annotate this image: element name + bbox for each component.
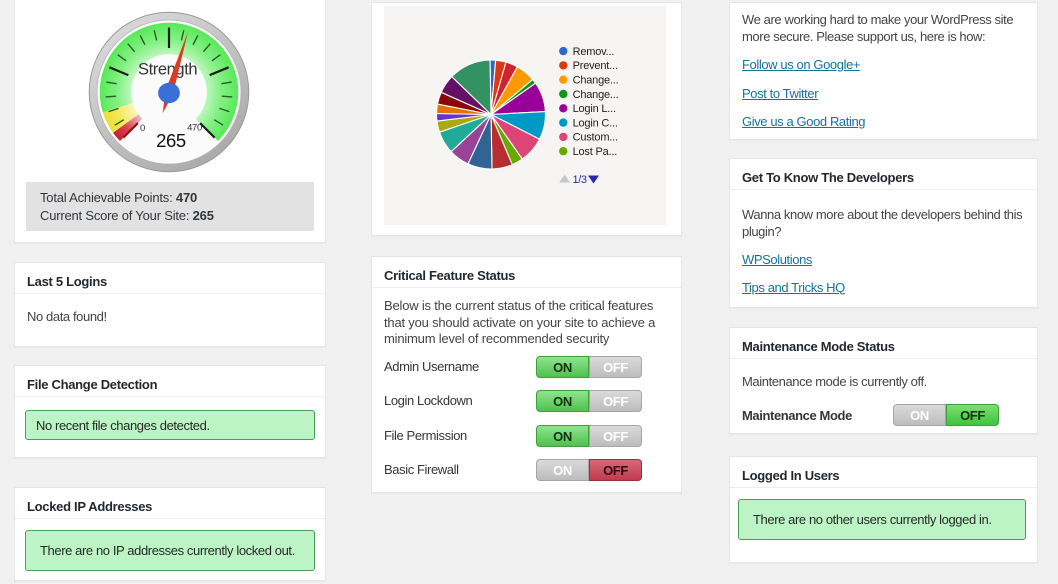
svg-text:0: 0 [140, 123, 145, 134]
svg-text:Login C...: Login C... [573, 117, 618, 129]
svg-text:470: 470 [187, 123, 202, 134]
svg-text:Lost Pa...: Lost Pa... [573, 146, 618, 158]
svg-text:1/3: 1/3 [573, 174, 587, 186]
svg-text:Change...: Change... [573, 89, 619, 101]
svg-text:265: 265 [156, 130, 186, 151]
svg-text:Login L...: Login L... [573, 103, 616, 115]
svg-text:Prevent...: Prevent... [573, 60, 618, 72]
svg-text:Custom...: Custom... [573, 132, 618, 144]
svg-text:Strength: Strength [138, 60, 197, 78]
svg-text:Change...: Change... [573, 75, 619, 87]
svg-text:Remov...: Remov... [573, 46, 615, 58]
